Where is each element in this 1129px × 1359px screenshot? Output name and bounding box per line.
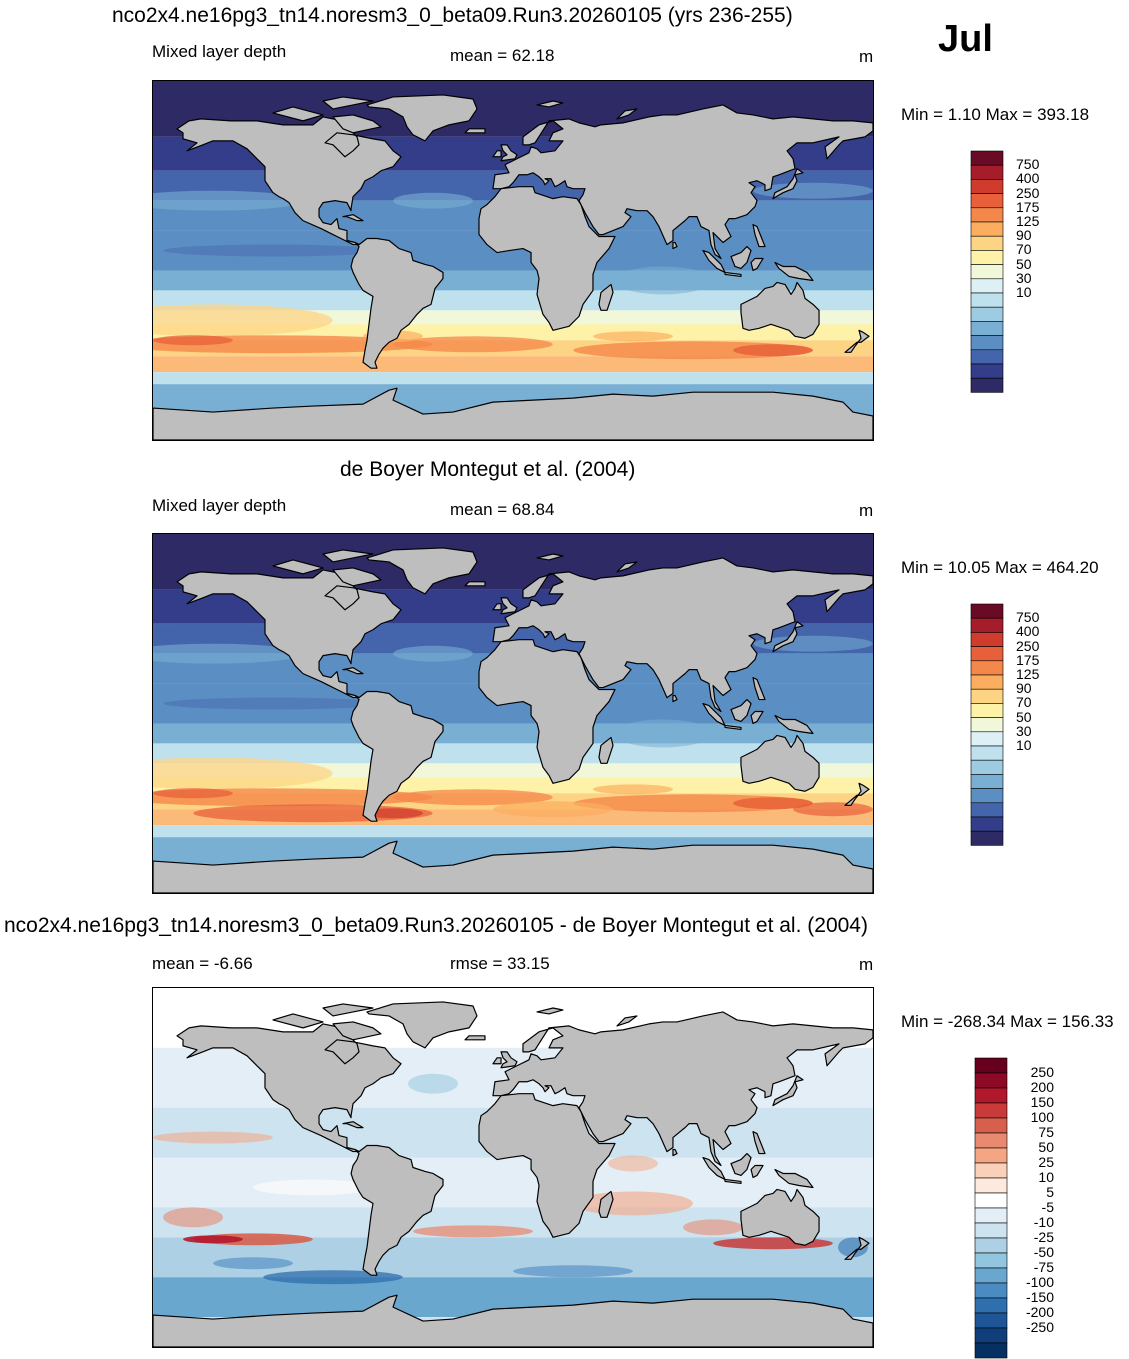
panel1-variable-label: Mixed layer depth xyxy=(152,42,287,61)
panel3-units-label: m xyxy=(859,955,874,974)
colorbar-tick-label: 750 xyxy=(1016,156,1040,173)
colorbar-tick-label: 70 xyxy=(1016,241,1032,258)
colorbar-tick-label: 25 xyxy=(1038,1154,1054,1170)
colorbar-tick-label: 10 xyxy=(1016,284,1032,300)
colorbar-tick-label: 400 xyxy=(1016,170,1040,187)
colorbar-tick-label: -100 xyxy=(1025,1274,1054,1290)
colorbar-tick-label: 400 xyxy=(1016,623,1040,640)
colorbar-tick-label: 50 xyxy=(1016,255,1032,272)
panel3-minmax-label: Min = -268.34 Max = 156.33 xyxy=(901,1012,1114,1031)
colorbar-tick-label: 30 xyxy=(1016,722,1032,739)
land-layer xyxy=(153,1001,873,1347)
colorbar-tick-label: -5 xyxy=(1041,1199,1054,1215)
colorbar-tick-label: 10 xyxy=(1016,737,1032,753)
panel3-map xyxy=(152,987,874,1348)
colorbar-tick-label: 10 xyxy=(1038,1169,1054,1185)
colorbar-tick-label: 50 xyxy=(1016,708,1032,725)
panel1-colorbar: 750 400 250 175 125 90 70 50 30 10 xyxy=(970,150,1039,393)
colorbar-tick-label: 100 xyxy=(1030,1109,1054,1125)
panel2-map xyxy=(152,533,874,894)
panel3-mean-label: mean = -6.66 xyxy=(152,954,253,973)
panel1-mean-label: mean = 62.18 xyxy=(450,46,555,65)
colorbar-tick-label: 250 xyxy=(1016,637,1040,654)
colorbar-tick-label: -75 xyxy=(1033,1259,1054,1275)
colorbar-tick-label: 150 xyxy=(1030,1094,1054,1110)
colorbar-tick-label: -10 xyxy=(1033,1214,1054,1230)
panel2-colorbar: 750 400 250 175 125 90 70 50 30 10 xyxy=(970,603,1039,846)
panel2-variable-label: Mixed layer depth xyxy=(152,496,287,515)
colorbar-tick-label: 200 xyxy=(1030,1079,1054,1095)
colorbar-tick-label: 175 xyxy=(1016,651,1040,668)
colorbar-tick-label: 250 xyxy=(1016,184,1040,201)
panel1-title: nco2x4.ne16pg3_tn14.noresm3_0_beta09.Run… xyxy=(112,4,793,27)
colorbar-tick-label: 90 xyxy=(1016,227,1032,244)
panel1-units-label: m xyxy=(859,47,874,66)
panel2-mean-label: mean = 68.84 xyxy=(450,500,555,519)
colorbar-tick-label: 125 xyxy=(1016,666,1040,682)
land-layer xyxy=(153,94,873,440)
colorbar-tick-label: 175 xyxy=(1016,198,1040,215)
colorbar-tick-label: 90 xyxy=(1016,680,1032,697)
panel2-minmax-label: Min = 10.05 Max = 464.20 xyxy=(901,558,1099,577)
colorbar-tick-label: 50 xyxy=(1038,1139,1054,1155)
colorbar-tick-label: 125 xyxy=(1016,213,1040,229)
panel2-title: de Boyer Montegut et al. (2004) xyxy=(340,458,636,481)
land-layer xyxy=(153,547,873,893)
panel2-units-label: m xyxy=(859,501,874,520)
colorbar-tick-label: -25 xyxy=(1033,1229,1054,1245)
panel1-minmax-label: Min = 1.10 Max = 393.18 xyxy=(901,105,1090,124)
colorbar-tick-label: 30 xyxy=(1016,269,1032,286)
colorbar-tick-label: -150 xyxy=(1025,1289,1054,1305)
panel1-map xyxy=(152,80,874,441)
colorbar-tick-label: -250 xyxy=(1025,1319,1054,1335)
panel3-title: nco2x4.ne16pg3_tn14.noresm3_0_beta09.Run… xyxy=(4,914,868,937)
colorbar-tick-label: -50 xyxy=(1033,1244,1054,1260)
colorbar-tick-label: 250 xyxy=(1030,1064,1054,1080)
colorbar-tick-label: 750 xyxy=(1016,609,1040,626)
colorbar-tick-label: 75 xyxy=(1038,1124,1054,1140)
colorbar-tick-label: 5 xyxy=(1046,1184,1054,1200)
month-label: Jul xyxy=(938,18,993,60)
panel3-rmse-label: rmse = 33.15 xyxy=(450,954,550,973)
panel3-colorbar: 250 200 150 100 75 50 25 10 5 -5 -10 -25 -50 -75 -100-… xyxy=(974,1057,1054,1359)
colorbar-tick-label: 70 xyxy=(1016,694,1032,711)
colorbar-tick-label: -200 xyxy=(1025,1304,1054,1320)
